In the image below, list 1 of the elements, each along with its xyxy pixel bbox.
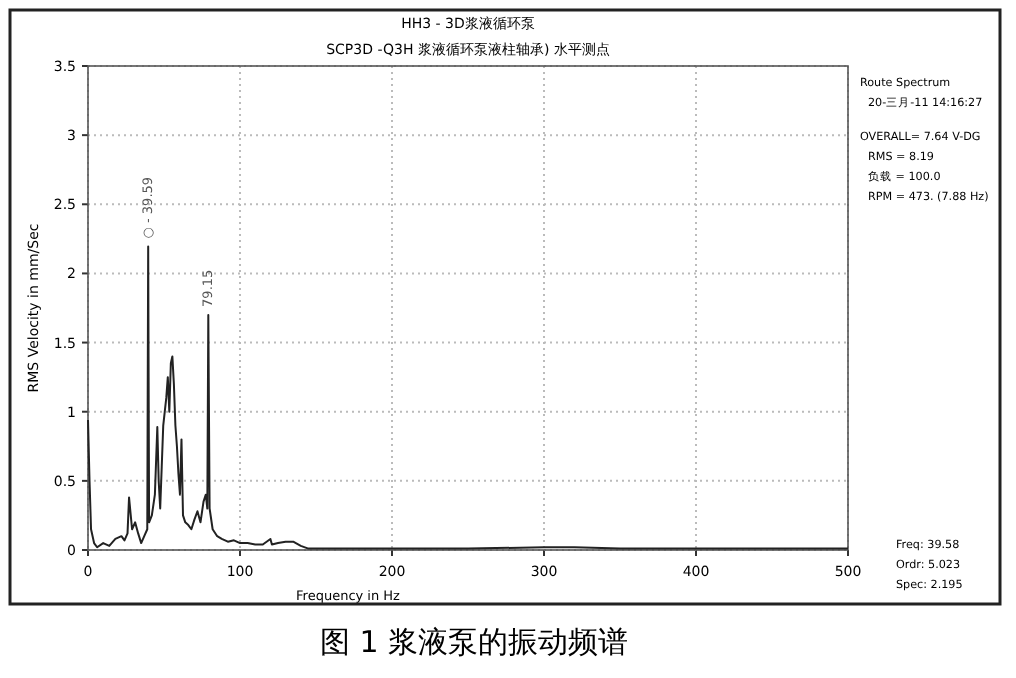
caption: 图 1 浆液泵的振动频谱 (320, 624, 629, 660)
